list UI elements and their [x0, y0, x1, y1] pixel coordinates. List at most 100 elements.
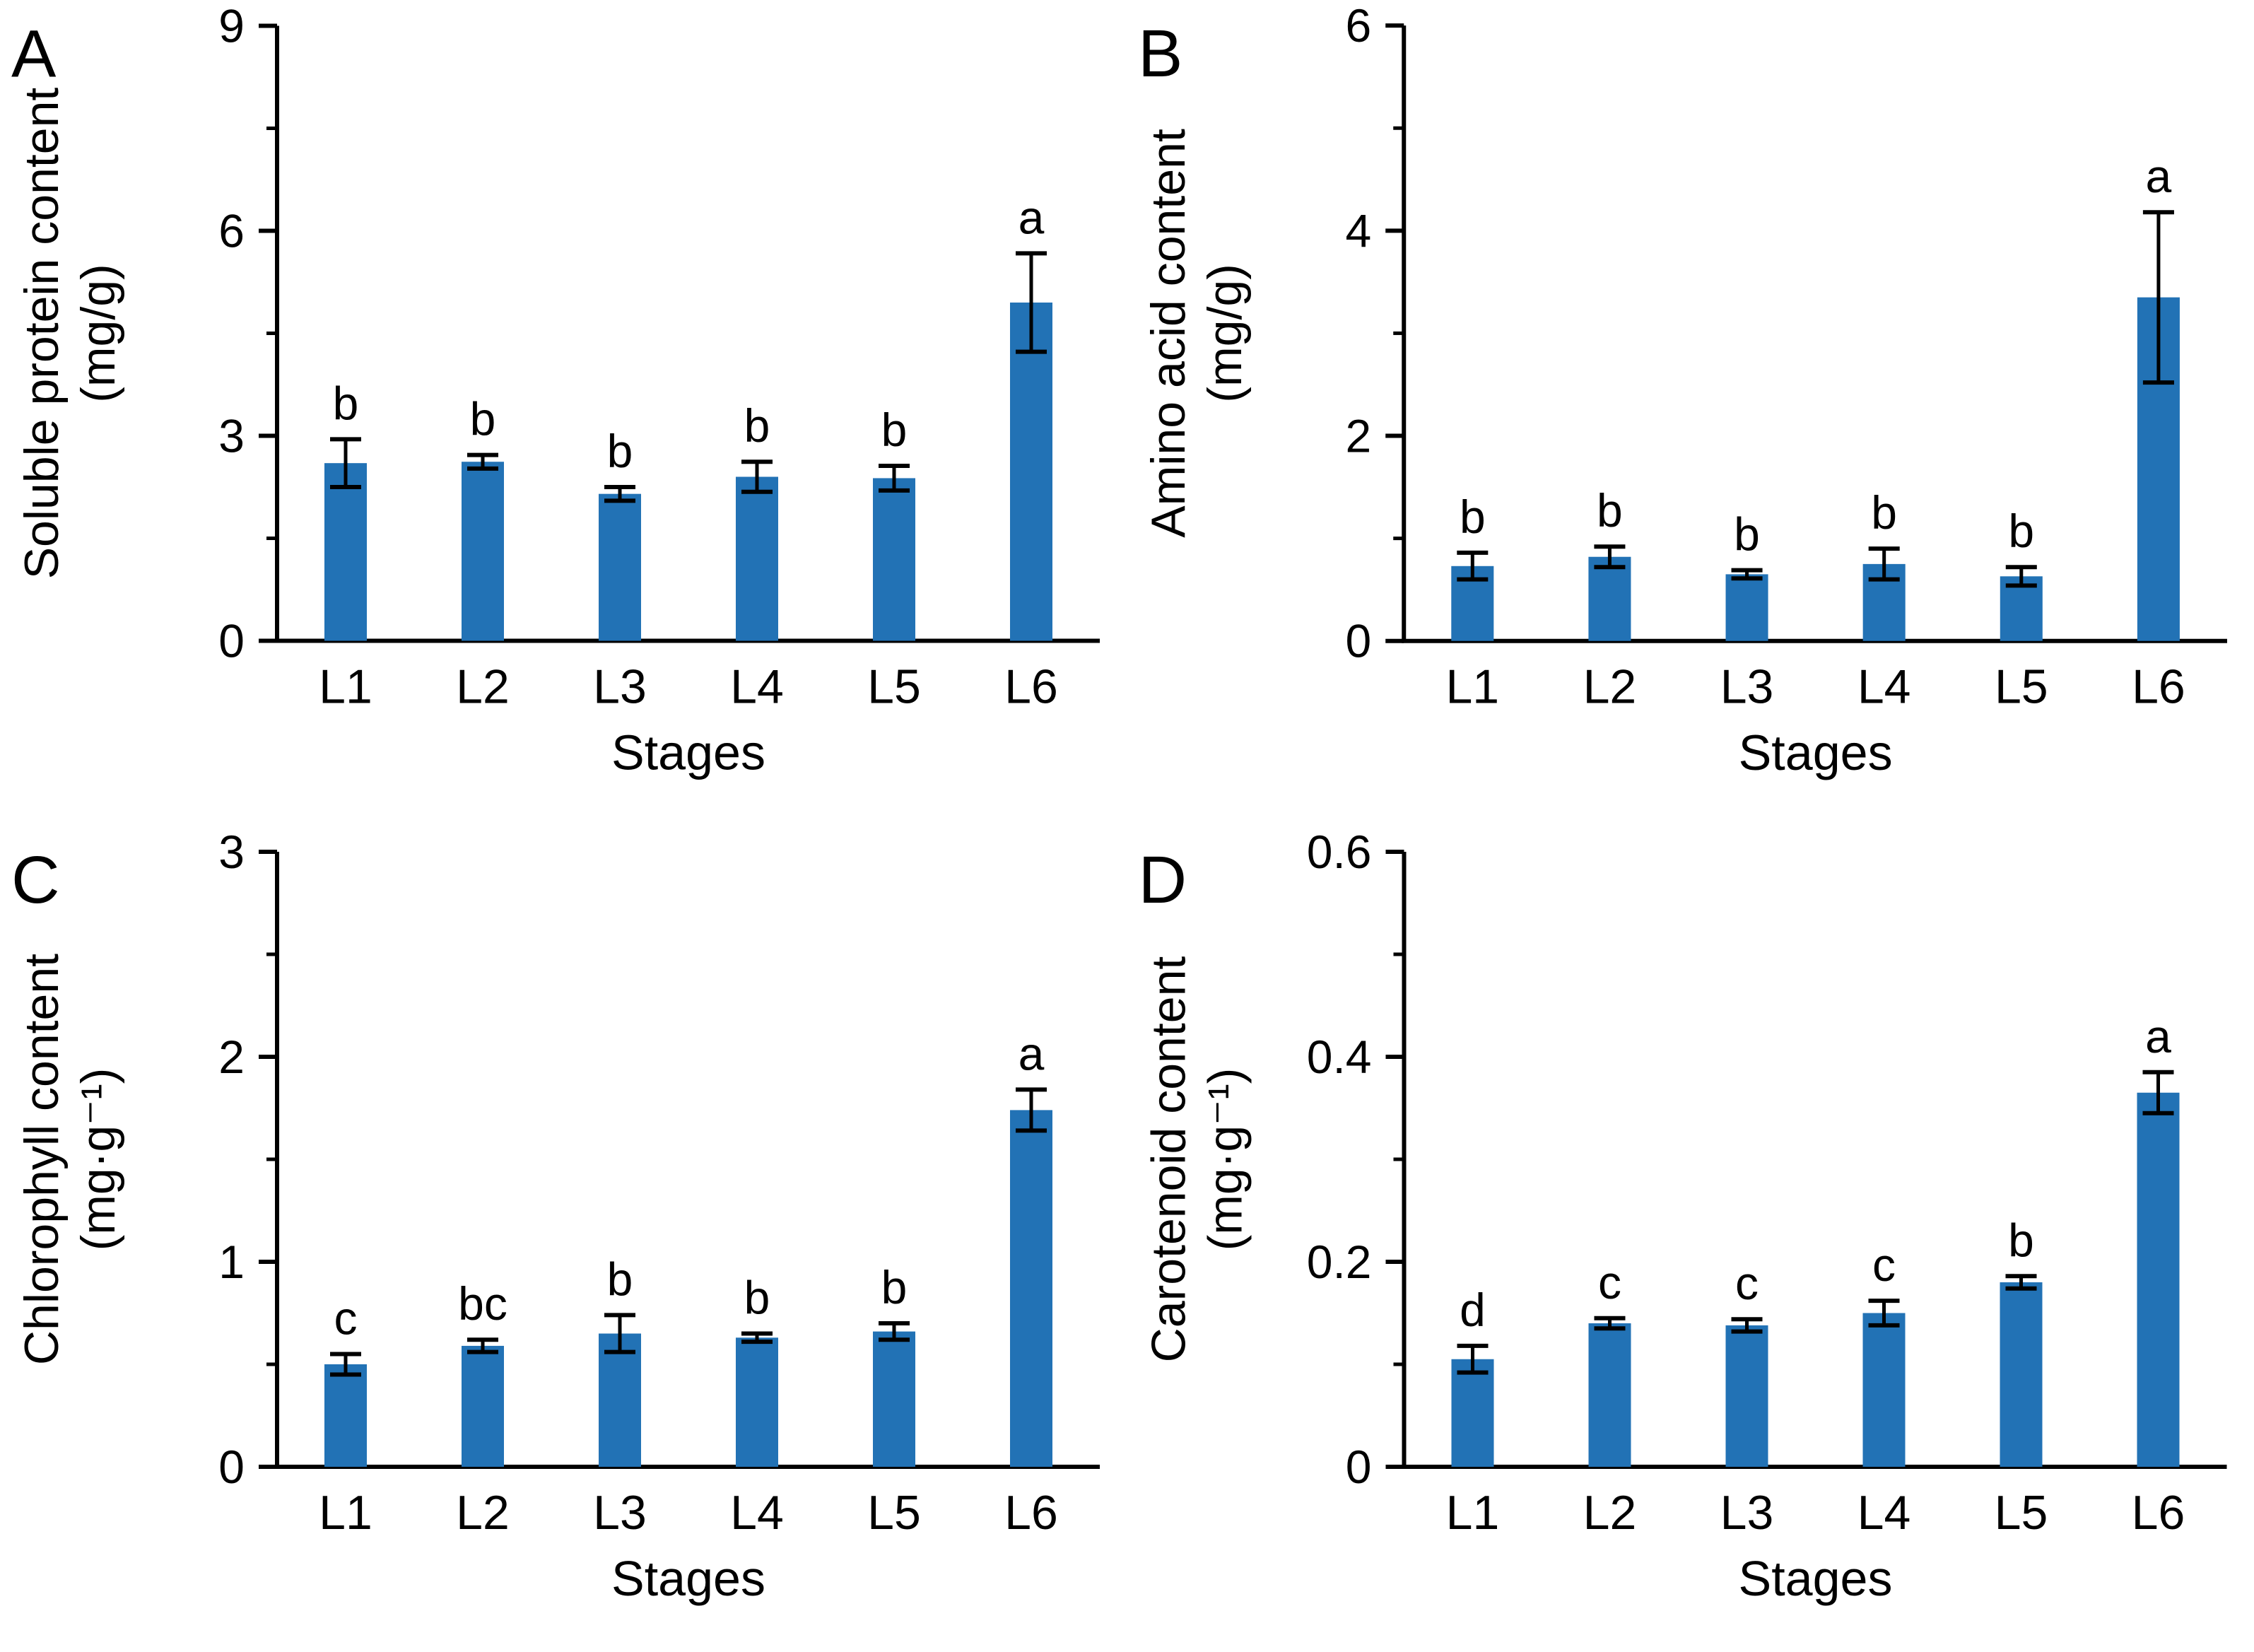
- y-axis-title-line2: (mg/g): [71, 264, 125, 402]
- bar: [736, 1337, 778, 1467]
- panel-d-carotenoid: D 0 0.2 0.4 0.6 d L1 c L2 c L3 c L4 b L5 a L6 Stages Carot…: [1127, 826, 2254, 1652]
- bar: [462, 462, 504, 641]
- panel-letter: C: [11, 843, 60, 918]
- y-tick-label: 6: [1345, 0, 1371, 52]
- x-category-label: L2: [1583, 1486, 1637, 1540]
- significance-letter: a: [2146, 150, 2172, 202]
- x-axis-title: Stages: [611, 1551, 765, 1606]
- y-tick-label: 0: [1345, 615, 1371, 667]
- x-category-label: L2: [456, 660, 510, 714]
- y-tick-label: 6: [218, 205, 245, 257]
- y-tick-label: 2: [218, 1031, 245, 1083]
- x-category-label: L6: [1004, 1486, 1058, 1540]
- bar: [1588, 1323, 1631, 1467]
- y-tick-label: 1: [218, 1236, 245, 1288]
- y-tick-label: 9: [218, 0, 245, 52]
- x-axis-title: Stages: [1739, 725, 1893, 780]
- significance-letter: c: [1598, 1256, 1621, 1308]
- x-category-label: L2: [1583, 660, 1637, 714]
- bar: [736, 476, 778, 641]
- bar: [1588, 556, 1631, 641]
- significance-letter: a: [1019, 191, 1045, 243]
- significance-letter: b: [744, 1272, 770, 1324]
- y-axis-title-line2: (mg·g⁻¹): [1199, 1068, 1252, 1251]
- y-axis-title-line2: (mg·g⁻¹): [71, 1068, 125, 1251]
- x-category-label: L4: [730, 660, 784, 714]
- panel-a-soluble-protein: A 0 3 6 9 b L1 b L2 b L3 b L4 b L5 a L6 Stages Soluble pro…: [0, 0, 1127, 826]
- significance-letter: b: [1734, 508, 1760, 561]
- bar: [873, 478, 915, 641]
- y-axis-title-line1: Chlorophyll content: [15, 954, 69, 1365]
- panel-letter: A: [11, 17, 57, 92]
- bar: [324, 463, 367, 641]
- x-category-label: L6: [1004, 660, 1058, 714]
- y-tick-label: 0: [218, 615, 245, 667]
- x-category-label: L6: [2132, 1486, 2185, 1540]
- bar: [2000, 1282, 2043, 1467]
- bar: [1725, 574, 1768, 641]
- bar: [1010, 1110, 1052, 1467]
- y-axis-title-line1: Carotenoid content: [1142, 956, 1196, 1363]
- y-axis-title-line1: Amino acid content: [1141, 129, 1195, 538]
- chart-a-svg: A 0 3 6 9 b L1 b L2 b L3 b L4 b L5 a L6 Stages Soluble pro…: [11, 0, 1100, 780]
- bar: [1862, 1313, 1906, 1467]
- x-category-label: L1: [319, 1486, 372, 1540]
- x-category-label: L4: [730, 1486, 784, 1540]
- x-category-label: L3: [593, 660, 647, 714]
- y-tick-label: 0: [218, 1441, 245, 1493]
- significance-letter: c: [334, 1292, 358, 1345]
- significance-letter: d: [1460, 1284, 1486, 1336]
- y-tick-label: 3: [218, 826, 245, 878]
- bar: [1451, 1359, 1494, 1467]
- y-tick-label: 2: [1345, 410, 1371, 462]
- x-category-label: L3: [593, 1486, 647, 1540]
- significance-letter: b: [470, 393, 496, 445]
- significance-letter: b: [2008, 1214, 2034, 1266]
- bar: [324, 1364, 367, 1467]
- y-tick-label: 3: [218, 410, 245, 462]
- significance-letter: b: [607, 425, 633, 477]
- y-axis-title-line2: (mg/g): [1198, 264, 1252, 403]
- x-axis-title: Stages: [1739, 1551, 1893, 1606]
- y-tick-label: 0.6: [1307, 826, 1372, 878]
- significance-letter: b: [607, 1253, 633, 1305]
- y-tick-label: 0.4: [1307, 1031, 1372, 1083]
- panel-letter: B: [1138, 16, 1182, 91]
- y-tick-label: 0: [1346, 1441, 1372, 1493]
- x-category-label: L3: [1720, 1486, 1774, 1540]
- bar: [462, 1345, 504, 1467]
- significance-letter: b: [1597, 484, 1623, 537]
- x-category-label: L2: [456, 1486, 510, 1540]
- x-category-label: L1: [319, 660, 372, 714]
- y-axis-title-line1: Soluble protein content: [15, 88, 69, 580]
- bar: [599, 1333, 641, 1467]
- panel-c-chlorophyll: C 0 1 2 3 c L1 bc L2 b L3 b L4 b L5 a L6 Stages Chlorophyl…: [0, 826, 1127, 1652]
- x-category-label: L3: [1720, 660, 1774, 714]
- y-tick-label: 0.2: [1307, 1236, 1372, 1288]
- x-category-label: L5: [867, 1486, 921, 1540]
- significance-letter: b: [881, 1261, 908, 1313]
- x-category-label: L1: [1445, 660, 1499, 714]
- significance-letter: c: [1735, 1257, 1759, 1309]
- x-category-label: L5: [867, 660, 921, 714]
- bar: [599, 493, 641, 641]
- bar: [1725, 1325, 1768, 1467]
- significance-letter: c: [1872, 1238, 1896, 1291]
- x-axis-title: Stages: [611, 725, 765, 780]
- bar: [1010, 303, 1052, 641]
- x-category-label: L4: [1857, 1486, 1911, 1540]
- significance-letter: bc: [458, 1277, 507, 1330]
- chart-b-svg: B 0 2 4 6 b L1 b L2 b L3 b L4 b L5 a L6 Stages Amino acid …: [1138, 0, 2227, 780]
- x-category-label: L5: [1995, 660, 2048, 714]
- x-category-label: L6: [2132, 660, 2185, 714]
- significance-letter: b: [333, 377, 359, 429]
- significance-letter: b: [881, 404, 908, 456]
- y-tick-label: 4: [1345, 204, 1371, 257]
- significance-letter: b: [1871, 486, 1897, 539]
- panel-letter: D: [1139, 843, 1187, 918]
- x-category-label: L1: [1446, 1486, 1500, 1540]
- panel-b-amino-acid: B 0 2 4 6 b L1 b L2 b L3 b L4 b L5 a L6 Stages Amino acid …: [1127, 0, 2254, 826]
- chart-d-svg: D 0 0.2 0.4 0.6 d L1 c L2 c L3 c L4 b L5 a L6 Stages Carot…: [1139, 826, 2227, 1606]
- significance-letter: b: [2008, 505, 2034, 557]
